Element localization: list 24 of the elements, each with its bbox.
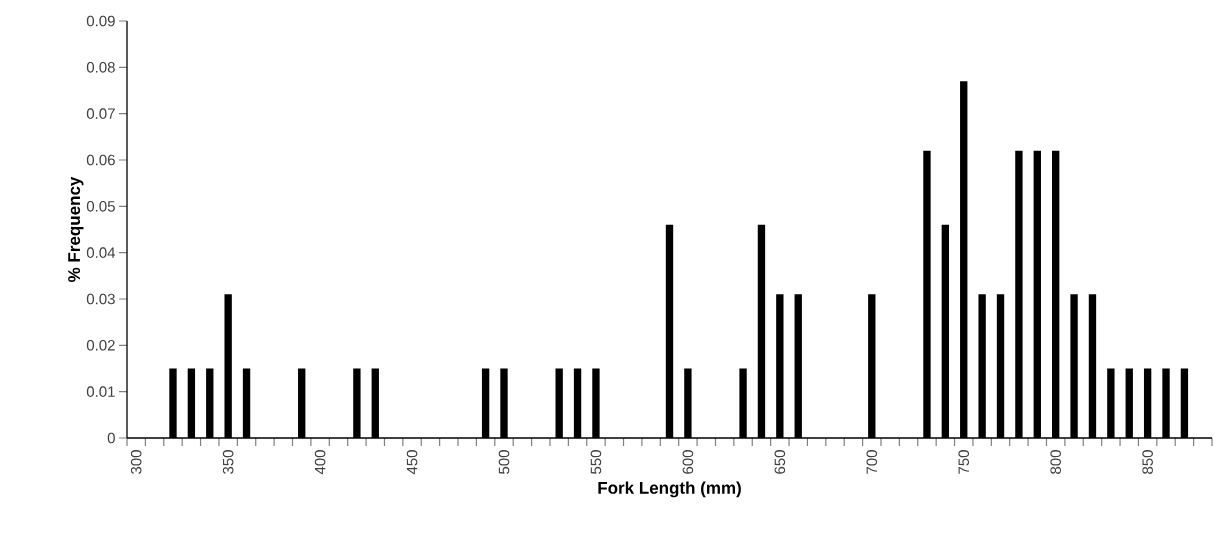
- x-tick-label: 750: [958, 450, 970, 474]
- x-tick-label: 450: [406, 450, 418, 475]
- x-tick-label: 400: [314, 450, 326, 475]
- x-tick-label: 600: [682, 450, 694, 474]
- x-tick-label: 650: [774, 450, 786, 474]
- y-tick-label: 0.03: [86, 293, 115, 305]
- y-tick-label: 0.09: [86, 15, 115, 27]
- y-axis-title: % Frequency: [68, 176, 84, 282]
- y-tick-label: 0.05: [86, 201, 115, 212]
- x-tick-label: 300: [130, 450, 142, 474]
- y-tick-label: 0.02: [86, 340, 115, 351]
- x-tick-label: 350: [222, 450, 234, 474]
- x-axis-title: Fork Length (mm): [598, 481, 741, 498]
- x-tick-label: 500: [498, 450, 510, 474]
- y-tick-label: 0.06: [86, 154, 115, 166]
- x-tick-label: 700: [866, 450, 878, 474]
- x-tick-label: 850: [1142, 450, 1153, 474]
- x-tick-label: 800: [1050, 450, 1061, 474]
- y-tick-label: 0.01: [86, 386, 115, 397]
- y-tick-label: 0.07: [86, 108, 115, 119]
- x-tick-label: 550: [590, 450, 602, 474]
- y-tick-label: 0: [107, 432, 115, 444]
- y-tick-label: 0.04: [86, 247, 116, 258]
- y-tick-label: 0.08: [86, 62, 115, 73]
